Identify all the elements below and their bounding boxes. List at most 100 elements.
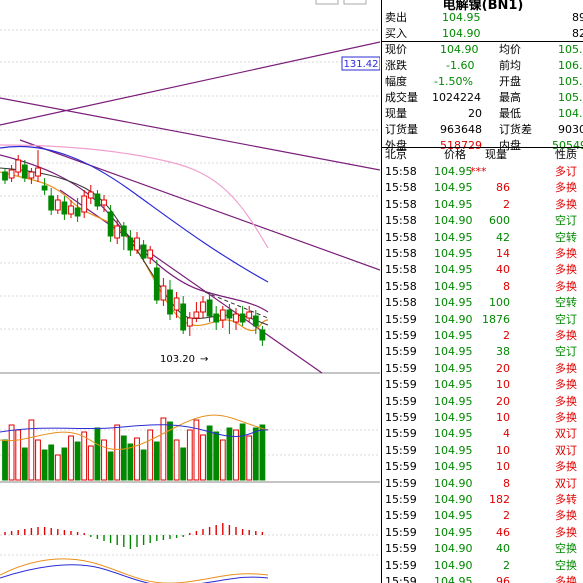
tick-price: 104.95 [434,426,473,442]
tick-row[interactable]: 15:59 104.95 10 多换 [382,410,583,426]
tick-volume: 2 [503,328,510,344]
tick-time: 15:59 [385,476,417,492]
candle-body [194,312,199,318]
candle-body [115,226,120,238]
tick-price: 104.90 [434,558,473,574]
tick-nature: 双订 [555,476,577,492]
tick-row[interactable]: 15:59 104.95 20 多换 [382,394,583,410]
ticks-header-price: 价格 [444,147,466,163]
tick-time: 15:58 [385,164,417,180]
candle-body [247,312,252,318]
tick-row[interactable]: 15:59 104.90 2 空换 [382,558,583,574]
tick-volume: 2 [503,197,510,213]
tick-price: 104.95 [434,328,473,344]
tick-row[interactable]: 15:59 104.95 46 多换 [382,525,583,541]
volume-bar [55,455,60,480]
ticks-header: 北京 价格 现量 性质 [382,147,583,163]
candle-body [121,226,126,236]
tick-nature: 多换 [555,525,577,541]
tick-row[interactable]: 15:59 104.95 38 空订 [382,344,583,360]
candle-body [154,268,159,300]
volume-bar [62,448,67,480]
volume-bar [214,432,219,480]
tick-nature: 多换 [555,410,577,426]
tick-time: 15:58 [385,279,417,295]
tick-volume: 2 [503,558,510,574]
tick-price: 104.95 [434,410,473,426]
tick-time: 15:58 [385,197,417,213]
tick-price: 104.90 [434,492,473,508]
tick-row[interactable]: 15:58 104.95 42 空转 [382,230,583,246]
tick-price: 104.95 [434,443,473,459]
stat-value: 104.6 [558,106,583,122]
tick-price: 104.90 [434,476,473,492]
volume-bar [121,436,126,480]
stat-value: -1.60 [446,58,474,74]
tick-time: 15:59 [385,426,417,442]
volume-bar [128,444,133,480]
tick-time: 15:59 [385,459,417,475]
kline-chart[interactable]: 131.42 103.20 → [0,0,380,583]
candle-body [88,192,93,198]
tick-row[interactable]: 15:58 104.95 14 多换 [382,246,583,262]
volume-bar [16,430,21,480]
tick-volume: 20 [496,394,510,410]
volume-bar [253,428,258,480]
tick-price: 104.95 [434,295,473,311]
candle-body [148,250,153,258]
volume-bar [115,425,120,480]
candle-body [108,212,113,236]
tick-row[interactable]: 15:58 104.95 2 多换 [382,197,583,213]
volume-bar [154,442,159,480]
tick-price: 104.95 [434,459,473,475]
tick-price: 104.90 [434,541,473,557]
tick-row[interactable]: 15:59 104.95 20 多换 [382,361,583,377]
tick-row[interactable]: 15:59 104.95 10 双订 [382,443,583,459]
tick-row[interactable]: 15:59 104.95 10 多换 [382,377,583,393]
tick-row[interactable]: 15:58 104.95 86 多换 [382,180,583,196]
tick-price: 104.95 [434,344,473,360]
stat-value: 104.90 [440,42,479,58]
stat-label: 成交量 [385,90,418,106]
candle-body [207,300,212,316]
candle-body [161,286,166,300]
ticks-header-type: 性质 [555,147,577,163]
tick-row[interactable]: 15:59 104.95 10 多换 [382,459,583,475]
volume-bar [141,450,146,480]
sell-label: 卖出 [385,10,407,26]
tick-row[interactable]: 15:59 104.95 4 双订 [382,426,583,442]
tick-row[interactable]: 15:59 104.95 96 多换 [382,574,583,583]
tick-nature: 双订 [555,426,577,442]
tick-row[interactable]: 15:59 104.90 8 双订 [382,476,583,492]
candle-body [95,194,100,206]
tick-row[interactable]: 15:58 104.95 8 多换 [382,279,583,295]
tick-volume: 10 [496,459,510,475]
tick-time: 15:58 [385,246,417,262]
tick-row[interactable]: 15:58 104.90 600 空订 [382,213,583,229]
macd-histogram [5,523,262,549]
tick-price: 104.90 [434,213,473,229]
candle-body [168,290,173,314]
candle-body [22,165,27,178]
buy-price: 104.90 [442,26,481,42]
sell-volume: 89 [572,10,583,26]
volume-bar [49,445,54,480]
tick-row[interactable]: 15:59 104.90 40 空换 [382,541,583,557]
volume-bar [174,440,179,480]
tick-time: 15:58 [385,213,417,229]
volume-bar [75,442,80,480]
tick-row[interactable]: 15:59 104.95 2 多换 [382,328,583,344]
tick-nature: 多换 [555,377,577,393]
volume-bar [95,428,100,480]
tick-time: 15:59 [385,344,417,360]
tick-row[interactable]: 15:58 104.95 40 多换 [382,262,583,278]
volume-bar [201,435,206,480]
tick-price: 104.95 [434,197,473,213]
tick-row[interactable]: 15:59 104.90 1876 空订 [382,312,583,328]
tick-price: 104.95 [434,525,473,541]
tick-row[interactable]: 15:58 104.95 *** 多订 [382,164,583,180]
stat-value: 963648 [440,122,482,138]
tick-row[interactable]: 15:59 104.95 2 多换 [382,508,583,524]
tick-row[interactable]: 15:58 104.95 100 空转 [382,295,583,311]
tick-row[interactable]: 15:59 104.90 182 多转 [382,492,583,508]
